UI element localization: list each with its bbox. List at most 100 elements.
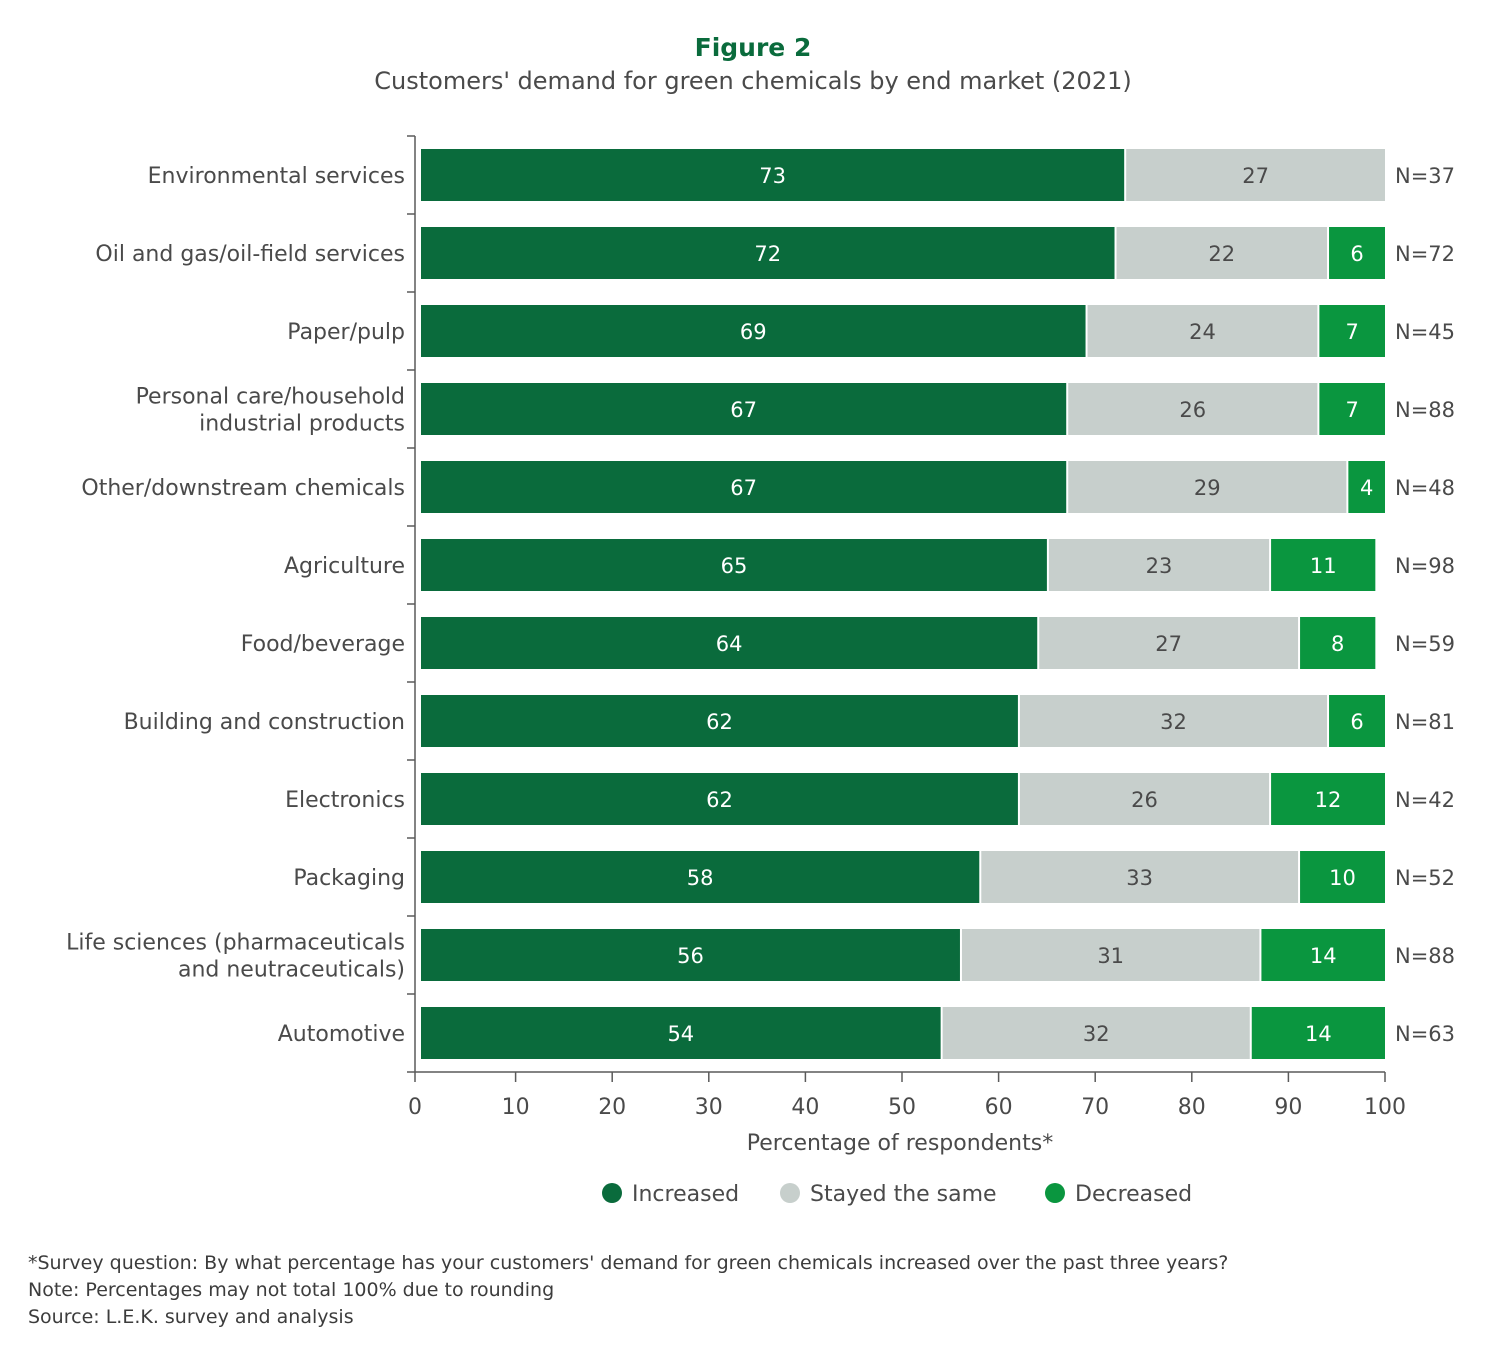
data-label-decreased: 6 (1350, 710, 1363, 734)
x-tick-label: 90 (1274, 1095, 1302, 1120)
sample-size-label: N=59 (1395, 632, 1455, 656)
data-label-decreased: 12 (1315, 788, 1342, 812)
bar-segment-stayed-the-same (1068, 461, 1347, 513)
data-label-stayed-the-same: 27 (1242, 164, 1269, 188)
data-label-decreased: 14 (1310, 944, 1337, 968)
data-label-decreased: 7 (1346, 398, 1359, 422)
legend-swatch (602, 1183, 622, 1203)
data-label-decreased: 14 (1305, 1022, 1332, 1046)
survey-question-note: *Survey question: By what percentage has… (28, 1252, 1229, 1274)
bar-segment-stayed-the-same (1019, 773, 1270, 825)
bar-segment-stayed-the-same (1039, 617, 1299, 669)
category-label-other-downstream-chemicals: Other/downstream chemicals (81, 476, 405, 501)
legend-label: Increased (632, 1182, 739, 1207)
bar-segment-stayed-the-same (981, 851, 1299, 903)
data-label-increased: 62 (706, 710, 733, 734)
sample-size-label: N=98 (1395, 554, 1455, 578)
category-label-personal-care-household-industrial-products: Personal care/household industrial produc… (136, 385, 405, 437)
data-label-stayed-the-same: 32 (1083, 1022, 1110, 1046)
data-label-stayed-the-same: 32 (1160, 710, 1187, 734)
x-tick-label: 30 (695, 1095, 723, 1120)
bar-segment-increased (421, 539, 1047, 591)
x-axis-label: Percentage of respondents* (747, 1131, 1053, 1156)
data-label-decreased: 11 (1310, 554, 1337, 578)
category-label-food-beverage: Food/beverage (241, 632, 405, 657)
sample-size-label: N=45 (1395, 320, 1455, 344)
bar-segment-stayed-the-same (1126, 149, 1385, 201)
category-label-electronics: Electronics (285, 788, 405, 813)
x-tick-label: 100 (1364, 1095, 1406, 1120)
x-tick-label: 60 (985, 1095, 1013, 1120)
data-label-stayed-the-same: 26 (1179, 398, 1206, 422)
legend-item-stayed-the-same: Stayed the same (780, 1182, 997, 1207)
bar-segment-increased (421, 149, 1125, 201)
data-label-increased: 58 (687, 866, 714, 890)
bar-segment-decreased (1300, 617, 1376, 669)
x-tick-label: 50 (888, 1095, 916, 1120)
data-label-stayed-the-same: 23 (1146, 554, 1173, 578)
data-label-decreased: 8 (1331, 632, 1344, 656)
legend-swatch (780, 1183, 800, 1203)
stacked-bar-chart: Figure 2 Customers' demand for green che… (66, 33, 1455, 1207)
category-label-automotive: Automotive (278, 1022, 405, 1047)
y-axis: Environmental services Oil and gas/oil-fi… (66, 135, 416, 1073)
data-label-increased: 62 (706, 788, 733, 812)
sample-size-label: N=52 (1395, 866, 1455, 890)
bar-segment-decreased (1329, 227, 1385, 279)
x-tick-label: 80 (1178, 1095, 1206, 1120)
data-label-increased: 73 (759, 164, 786, 188)
category-label-agriculture: Agriculture (284, 554, 405, 579)
data-label-increased: 69 (740, 320, 767, 344)
legend-label: Stayed the same (810, 1182, 997, 1207)
sample-size-label: N=88 (1395, 398, 1455, 422)
bar-segment-stayed-the-same (1116, 227, 1328, 279)
bar-segment-decreased (1251, 1007, 1385, 1059)
data-label-decreased: 10 (1329, 866, 1356, 890)
data-label-decreased: 4 (1360, 476, 1373, 500)
data-label-stayed-the-same: 27 (1155, 632, 1182, 656)
category-label-paper-pulp: Paper/pulp (287, 320, 405, 345)
bar-segment-decreased (1261, 929, 1385, 981)
bar-segment-decreased (1319, 305, 1385, 357)
bar-segment-stayed-the-same (1048, 539, 1270, 591)
data-label-stayed-the-same: 33 (1126, 866, 1153, 890)
sample-size-label: N=42 (1395, 788, 1455, 812)
bar-segment-increased (421, 773, 1018, 825)
data-label-decreased: 7 (1346, 320, 1359, 344)
x-tick-label: 10 (502, 1095, 530, 1120)
bar-segment-increased (421, 461, 1067, 513)
bar-segment-stayed-the-same (1087, 305, 1318, 357)
bar-segment-increased (421, 695, 1018, 747)
category-label-life-sciences-pharmaceuticals-and-neutraceuticals: Life sciences (pharmaceuticals and neutra… (66, 931, 405, 983)
legend-swatch (1045, 1183, 1065, 1203)
x-axis: 0 10 20 30 40 50 60 70 80 90 100 (408, 1071, 1406, 1120)
sample-size-label: N=63 (1395, 1022, 1455, 1046)
bar-segment-stayed-the-same (942, 1007, 1250, 1059)
sample-size-label: N=81 (1395, 710, 1455, 734)
data-label-increased: 56 (677, 944, 704, 968)
figure-label: Figure 2 (695, 33, 812, 62)
sample-size-label: N=37 (1395, 164, 1455, 188)
source-note: Source: L.E.K. survey and analysis (28, 1306, 354, 1328)
data-label-stayed-the-same: 24 (1189, 320, 1216, 344)
data-label-increased: 54 (667, 1022, 694, 1046)
sample-size-label: N=88 (1395, 944, 1455, 968)
bar-segment-increased (421, 617, 1038, 669)
bar-segment-decreased (1348, 461, 1385, 513)
x-tick-label: 70 (1081, 1095, 1109, 1120)
data-label-stayed-the-same: 31 (1097, 944, 1124, 968)
bar-segment-decreased (1300, 851, 1385, 903)
bar-segment-increased (421, 383, 1067, 435)
data-label-decreased: 6 (1350, 242, 1363, 266)
bar-segment-decreased (1329, 695, 1385, 747)
x-tick-label: 20 (598, 1095, 626, 1120)
footnotes: *Survey question: By what percentage has… (28, 1250, 1228, 1331)
legend-label: Decreased (1075, 1182, 1192, 1207)
data-label-increased: 67 (730, 398, 757, 422)
x-tick-label: 40 (791, 1095, 819, 1120)
x-tick-label: 0 (408, 1095, 422, 1120)
bar-segment-decreased (1319, 383, 1385, 435)
bar-segment-stayed-the-same (1068, 383, 1318, 435)
category-label-packaging: Packaging (293, 866, 405, 891)
